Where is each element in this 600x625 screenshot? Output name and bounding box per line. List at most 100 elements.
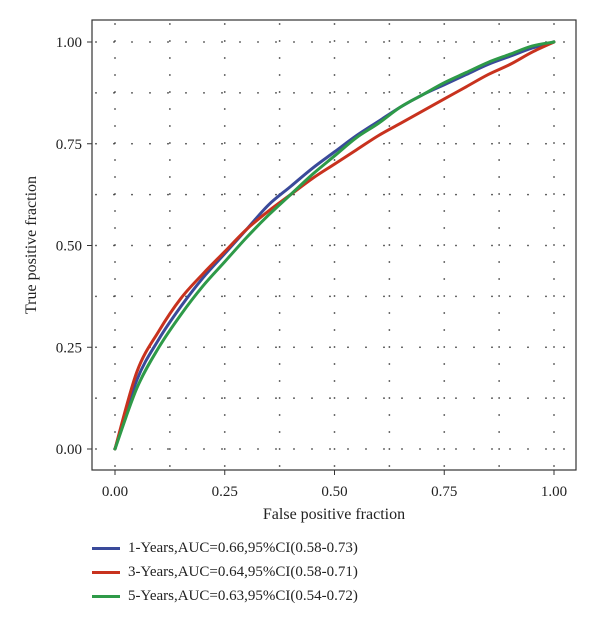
x-tick-label: 0.00 [102, 484, 128, 500]
grid-dot [443, 193, 446, 195]
grid-dot [95, 448, 97, 450]
grid-dot [553, 465, 555, 467]
grid-dot [333, 295, 336, 297]
grid-dot [473, 397, 475, 400]
grid-dot [223, 176, 226, 178]
grid-dot [491, 91, 493, 94]
grid-dot [473, 244, 475, 247]
grid-dot [498, 465, 501, 467]
grid-dot [563, 244, 565, 247]
grid-dot [221, 295, 223, 298]
grid-dot [419, 397, 421, 400]
grid-dot [388, 40, 391, 42]
y-axis-label: True positive fraction [23, 176, 40, 314]
grid-dot [491, 295, 493, 298]
grid-dot [553, 23, 555, 25]
grid-dot [563, 397, 565, 400]
grid-dot [278, 227, 281, 229]
grid-dot [114, 108, 116, 110]
grid-dot [388, 278, 391, 280]
grid-dot [401, 244, 403, 247]
grid-dot [333, 40, 336, 42]
grid-dot [168, 210, 171, 212]
grid-dot [419, 295, 421, 298]
grid-dot [388, 108, 391, 110]
grid-dot [333, 91, 336, 93]
grid-dot [239, 193, 241, 196]
grid-dot [293, 295, 295, 298]
grid-dot [388, 57, 391, 59]
grid-dot [401, 142, 403, 145]
grid-dot [498, 278, 501, 280]
grid-dot [527, 142, 529, 145]
grid-dot [278, 397, 281, 399]
grid-dot [388, 397, 391, 399]
grid-dot [443, 261, 446, 263]
grid-dot [498, 329, 501, 331]
grid-dot [239, 91, 241, 94]
grid-dot [257, 244, 259, 247]
grid-dot [498, 414, 501, 416]
grid-dot [545, 397, 547, 400]
grid-dot [333, 465, 336, 467]
grid-dot [223, 363, 226, 365]
grid-dot [203, 91, 205, 94]
grid-dot [278, 159, 281, 161]
grid-dot [383, 448, 385, 450]
grid-dot [168, 295, 171, 297]
grid-dot [168, 40, 171, 42]
grid-dot [545, 295, 547, 298]
grid-dot [527, 91, 529, 94]
grid-dot [185, 397, 187, 400]
grid-dot [333, 142, 336, 144]
grid-dot [223, 244, 226, 246]
grid-dot [278, 329, 281, 331]
grid-dot [333, 108, 336, 110]
grid-dot [553, 176, 555, 178]
grid-dot [473, 295, 475, 298]
grid-dot [275, 41, 277, 43]
grid-dot [491, 346, 493, 349]
grid-dot [563, 193, 565, 196]
grid-dot [168, 448, 171, 450]
grid-dot [114, 74, 116, 76]
grid-dot [437, 244, 439, 247]
grid-dot [278, 40, 281, 42]
grid-dot [443, 329, 446, 331]
grid-dot [203, 193, 205, 196]
grid-dot [168, 193, 171, 195]
grid-dot [278, 295, 281, 297]
legend-label: 3-Years,AUC=0.64,95%CI(0.58-0.71) [128, 563, 358, 580]
grid-dot [223, 159, 226, 161]
grid-dot [443, 312, 446, 314]
grid-dot [443, 363, 446, 365]
grid-dot [275, 244, 277, 247]
grid-dot [278, 244, 281, 246]
grid-dot [239, 41, 241, 43]
grid-dot [401, 448, 403, 450]
grid-dot [278, 142, 281, 144]
grid-dot [498, 91, 501, 93]
grid-dot [498, 346, 501, 348]
grid-dot [114, 380, 116, 382]
legend-swatch [92, 594, 120, 598]
grid-dot [401, 346, 403, 349]
grid-dot [114, 465, 116, 467]
grid-dot [239, 397, 241, 400]
grid-dot [509, 346, 511, 349]
grid-dot [553, 244, 555, 246]
grid-dot [553, 193, 555, 195]
grid-dot [545, 346, 547, 349]
grid-dot [257, 346, 259, 349]
grid-dot [498, 380, 501, 382]
grid-dot [95, 244, 97, 247]
grid-dot [203, 346, 205, 349]
grid-dot [114, 57, 116, 59]
grid-dot [388, 227, 391, 229]
grid-dot [383, 142, 385, 145]
grid-dot [168, 414, 171, 416]
grid-dot [388, 414, 391, 416]
grid-dot [553, 210, 555, 212]
grid-dot [443, 159, 446, 161]
y-axis-ticks: 0.00 0.25 0.50 0.75 1.00 [56, 35, 92, 458]
